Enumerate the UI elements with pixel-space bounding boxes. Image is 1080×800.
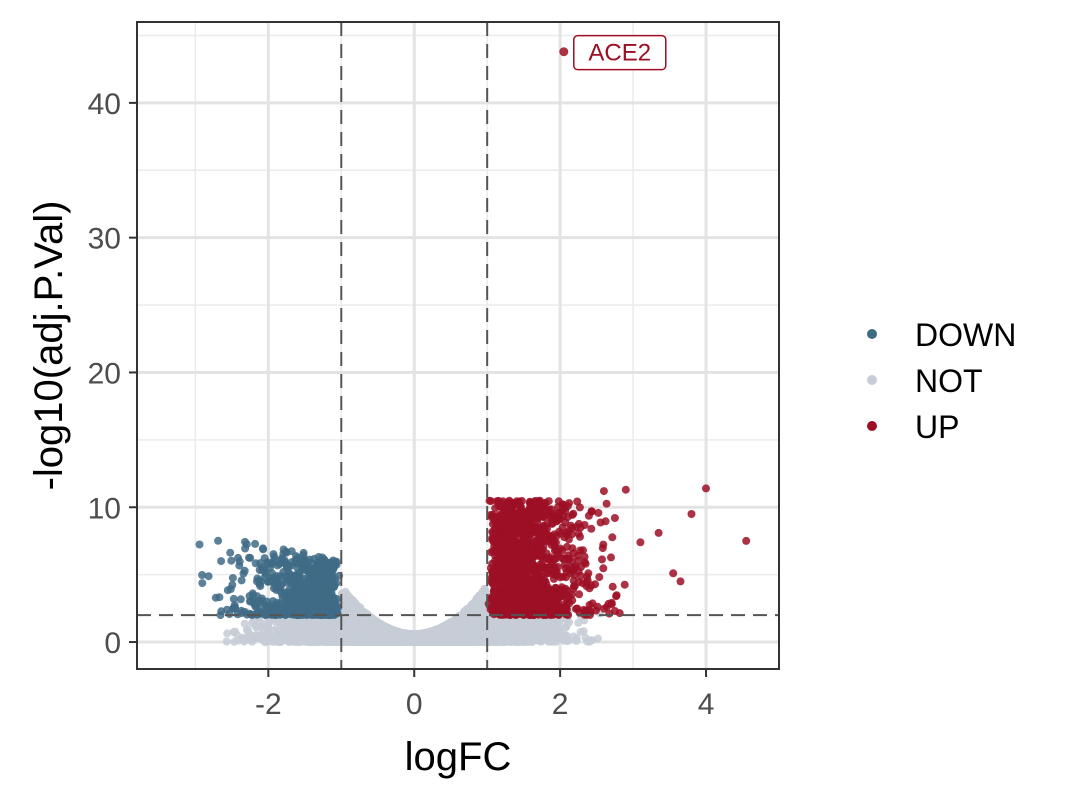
grid-lines (137, 22, 779, 669)
series-not-points (222, 584, 604, 646)
